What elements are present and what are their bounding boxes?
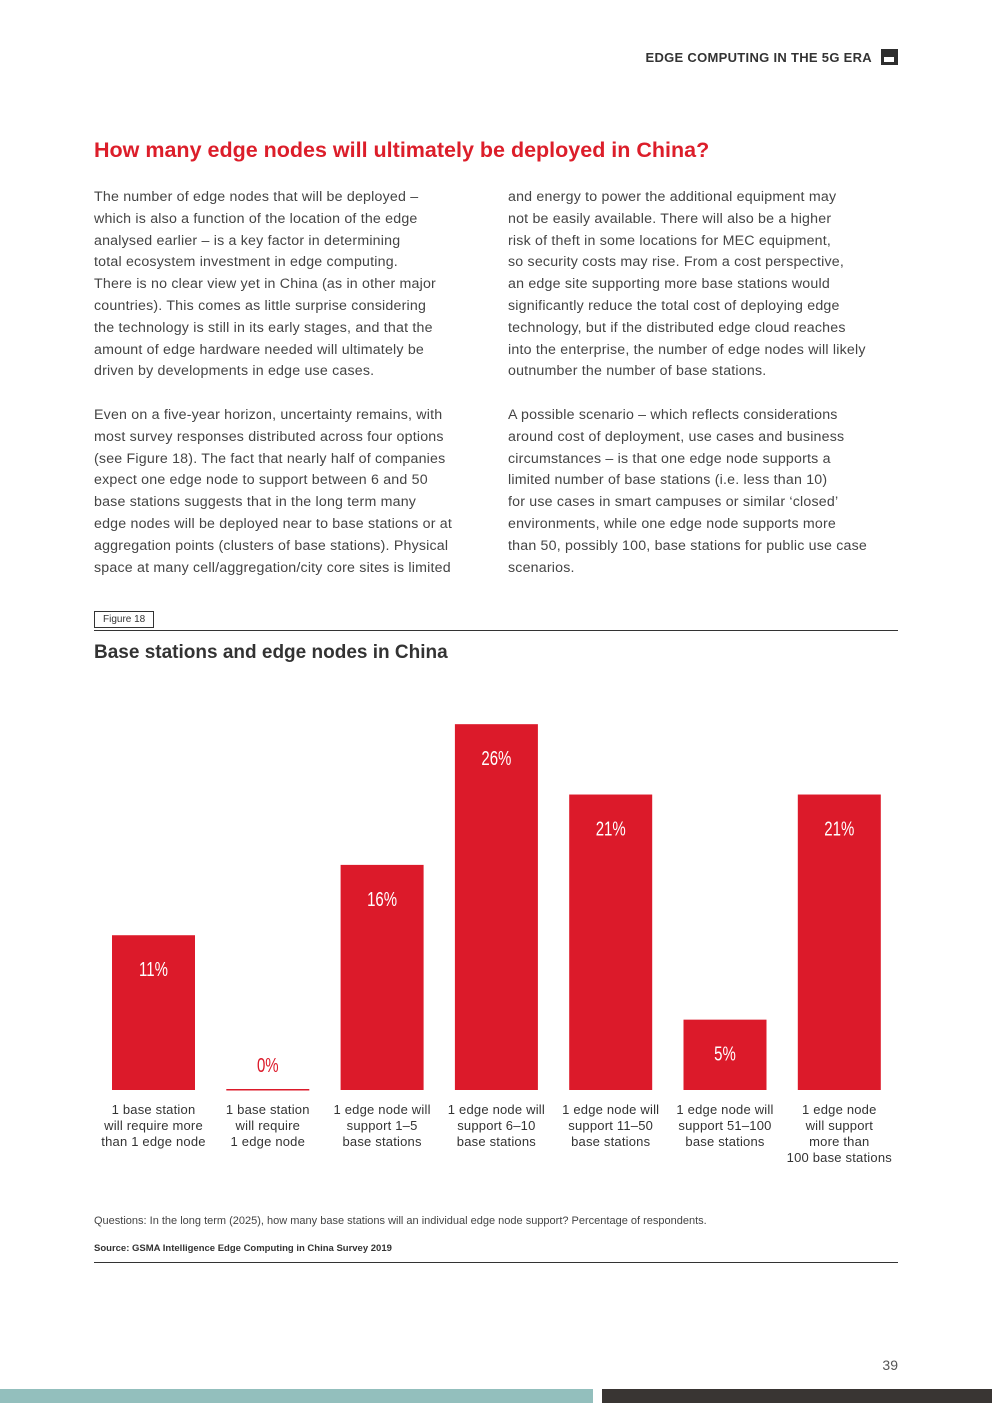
text-line: limited number of base stations (i.e. le… — [508, 472, 828, 489]
category-label-line: will require more — [104, 1118, 203, 1133]
text-line: outnumber the number of base stations. — [508, 363, 767, 380]
text-line: space at many cell/aggregation/city core… — [94, 559, 451, 576]
text-line: most survey responses distributed across… — [94, 428, 444, 445]
divider — [94, 1262, 898, 1263]
text-line: There is no clear view yet in China (as … — [94, 276, 436, 293]
category-label-line: support 51–100 — [678, 1118, 772, 1133]
bar — [454, 724, 538, 1090]
data-label: 5% — [714, 1043, 736, 1066]
data-label: 11% — [139, 958, 168, 981]
category-label-line: base stations — [685, 1134, 765, 1149]
figure-label: Figure 18 — [94, 611, 155, 628]
page-number: 39 — [882, 1357, 898, 1373]
bar — [340, 864, 424, 1090]
page-title: How many edge nodes will ultimately be d… — [94, 138, 710, 162]
text-line: than 50, possibly 100, base stations for… — [508, 537, 868, 554]
chart-question-note: Questions: In the long term (2025), how … — [94, 1215, 707, 1227]
bar — [569, 794, 653, 1090]
category-label-line: support 6–10 — [457, 1118, 536, 1133]
text-line: The number of edge nodes that will be de… — [94, 189, 419, 205]
category-label-line: support 11–50 — [568, 1118, 654, 1133]
category-label: 1 edge node will support more than 100 base… — [782, 1102, 896, 1166]
category-label-line: 1 base station — [111, 1102, 196, 1117]
bar — [226, 1089, 310, 1091]
text-line: A possible scenario – which reflects con… — [508, 406, 838, 423]
body-paragraph: Even on a five-year horizon, uncertainty… — [94, 405, 489, 579]
category-label-line: base stations — [571, 1134, 651, 1149]
category-label: 1 base station will require 1 edge node — [211, 1102, 325, 1150]
text-line: Even on a five-year horizon, uncertainty… — [94, 406, 443, 423]
category-label: 1 edge node will support 51–100 base stati… — [668, 1102, 782, 1150]
category-label-line: more than — [809, 1134, 870, 1149]
text-line: and energy to power the additional equip… — [508, 189, 837, 205]
data-label: 26% — [481, 747, 511, 770]
figure-title: Base stations and edge nodes in China — [94, 642, 448, 663]
category-label-line: base stations — [342, 1134, 422, 1149]
category-label-line: 1 edge node will — [333, 1102, 431, 1117]
data-label: 0% — [257, 1054, 279, 1077]
text-line: countries). This comes as little surpris… — [94, 297, 427, 314]
bar-chart: 11% 0% 16% 26% 21% 5% 21% — [112, 724, 881, 1091]
category-label-line: 1 edge node will — [447, 1102, 545, 1117]
text-line: total ecosystem investment in edge compu… — [94, 254, 398, 271]
text-line: scenarios. — [508, 559, 575, 576]
text-line: an edge site supporting more base statio… — [508, 276, 830, 293]
text-line: for use cases in smart campuses or simil… — [508, 494, 839, 511]
category-label-line: 1 edge node will — [676, 1102, 774, 1117]
category-label-line: will support — [805, 1118, 874, 1133]
footer-band-teal — [0, 1389, 593, 1403]
data-label: 21% — [596, 817, 626, 840]
text-line: significantly reduce the total cost of d… — [508, 297, 840, 314]
bar — [797, 794, 881, 1090]
category-label-line: 1 edge node will — [562, 1102, 660, 1117]
text-line: expect one edge node to support between … — [94, 472, 428, 489]
category-label-line: 1 edge node — [802, 1102, 877, 1117]
text-line: risk of theft in some locations for MEC … — [508, 232, 832, 249]
text-line: amount of edge hardware needed will ulti… — [94, 341, 425, 358]
body-paragraph: A possible scenario – which reflects con… — [508, 405, 903, 579]
category-label: 1 base station will require more than 1 ed… — [97, 1102, 211, 1150]
text-line: environments, while one edge node suppor… — [508, 515, 837, 532]
text-line: technology, but if the distributed edge … — [508, 319, 846, 336]
data-label: 16% — [367, 888, 397, 911]
text-line: around cost of deployment, use cases and… — [508, 428, 845, 445]
category-label-line: 1 edge node — [230, 1134, 306, 1149]
category-label: 1 edge node will support 6–10 base station… — [439, 1102, 553, 1150]
bar — [112, 935, 195, 1090]
footer-band-dark — [602, 1389, 992, 1403]
text-line: which is also a function of the location… — [94, 210, 418, 227]
category-label: 1 edge node will support 1–5 base stations — [325, 1102, 439, 1150]
category-label-line: 100 base stations — [786, 1150, 892, 1165]
running-header: EDGE COMPUTING IN THE 5G ERA — [645, 50, 872, 65]
text-line: edge nodes will be deployed near to base… — [94, 515, 453, 532]
chart-source: Source: GSMA Intelligence Edge Computing… — [94, 1243, 392, 1254]
body-column-left: The number of edge nodes that will be de… — [94, 187, 489, 601]
text-line: aggregation points (clusters of base sta… — [94, 537, 449, 554]
section-marker-icon — [881, 49, 898, 65]
category-label-line: will require — [235, 1118, 301, 1133]
category-label-line: 1 base station — [225, 1102, 310, 1117]
text-line: analysed earlier – is a key factor in de… — [94, 232, 401, 249]
category-label: 1 edge node will support 11–50 base statio… — [554, 1102, 668, 1150]
bar — [683, 1019, 767, 1090]
text-line: circumstances – is that one edge node su… — [508, 450, 831, 467]
text-line: (see Figure 18). The fact that nearly ha… — [94, 450, 446, 467]
body-paragraph: and energy to power the additional equip… — [508, 187, 903, 383]
text-line: not be easily available. There will also… — [508, 210, 832, 227]
data-label: 21% — [824, 817, 854, 840]
text-line: into the enterprise, the number of edge … — [508, 341, 866, 358]
body-paragraph: The number of edge nodes that will be de… — [94, 187, 489, 383]
text-line: base stations suggests that in the long … — [94, 494, 417, 511]
divider — [94, 630, 898, 631]
body-column-right: and energy to power the additional equip… — [508, 187, 903, 601]
text-line: the technology is still in its early sta… — [94, 319, 433, 336]
category-label-line: support 1–5 — [346, 1118, 418, 1133]
text-line: driven by developments in edge use cases… — [94, 363, 375, 380]
text-line: so security costs may rise. From a cost … — [508, 254, 845, 271]
category-label-line: than 1 edge node — [101, 1134, 206, 1149]
category-label-line: base stations — [456, 1134, 536, 1149]
